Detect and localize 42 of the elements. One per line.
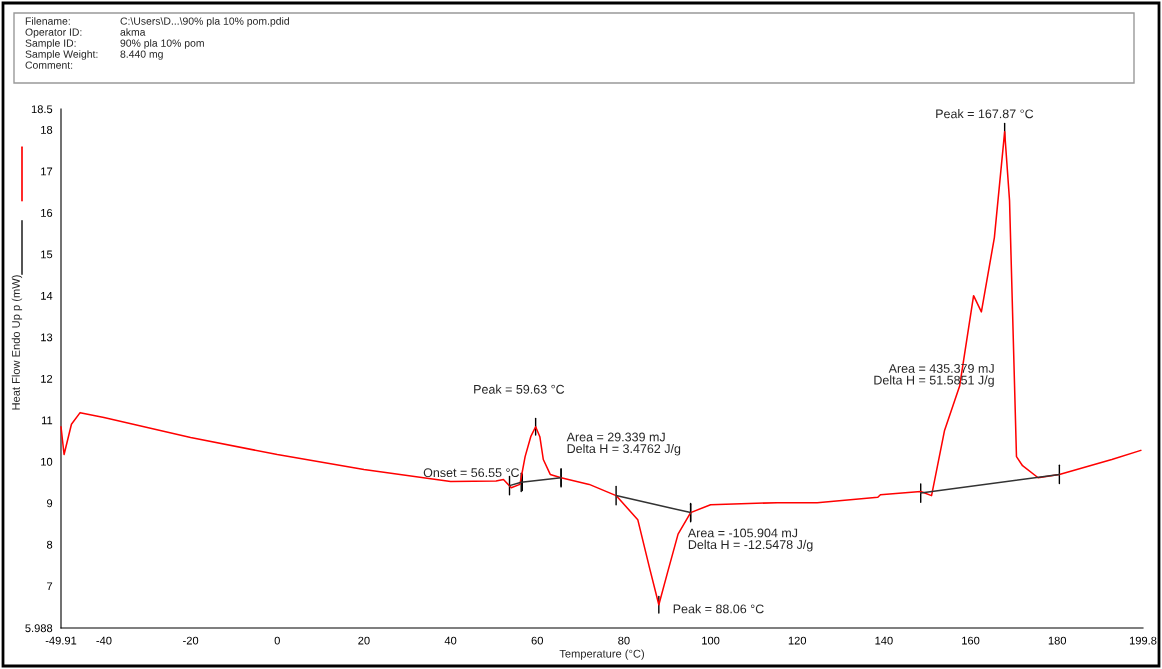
annotation: Area = -105.904 mJ Delta H = -12.5478 J/g — [687, 528, 813, 552]
y-tick-label: 18 — [41, 126, 53, 134]
text: Filename: C:\Users\D...\90% pla 10% pom.pdid — [25, 17, 289, 27]
annotation: Peak = 59.63 °C — [474, 384, 565, 394]
x-tick-label: 199.8 — [1129, 636, 1157, 645]
y-tick-label: 16 — [41, 208, 53, 217]
y-tick-label: 10 — [41, 457, 53, 466]
x-tick-label: -49.91 — [45, 636, 77, 645]
y-tick-label: 13 — [41, 333, 53, 342]
line-series — [60, 131, 1142, 606]
annotation: Onset = 56.55 °C — [423, 468, 520, 478]
x-tick-label: 180 — [1048, 636, 1067, 645]
x-tick-label: -40 — [96, 636, 112, 645]
y-tick-label: 17 — [41, 167, 53, 176]
y-tick-label: 18.5 — [31, 105, 53, 114]
x-tick-label: 160 — [962, 636, 980, 645]
x-tick-label: 20 — [358, 636, 370, 645]
x-tick-label: 120 — [788, 636, 807, 645]
annotation: Peak = 88.06 °C — [673, 604, 764, 614]
x-tick-label: -20 — [183, 636, 199, 645]
y-axis-title: Heat Flow Endo Up p (mW) — [11, 275, 23, 410]
x-tick-label: 100 — [702, 636, 720, 645]
x-tick-label: 60 — [531, 636, 543, 645]
x-tick-label: 140 — [875, 636, 893, 645]
annotation: Peak = 167.87 °C — [936, 109, 1034, 119]
x-tick-label: 40 — [444, 636, 457, 645]
text: Comment: — [25, 61, 73, 69]
y-tick-label: 9 — [47, 499, 53, 508]
y-tick-label: 5.988 — [25, 624, 53, 633]
text: Sample ID: 90% pla 10% pom — [25, 39, 204, 49]
y-tick-label: 12 — [41, 374, 53, 383]
y-tick-label: 8 — [46, 540, 53, 549]
x-tick-label: 80 — [618, 636, 630, 645]
y-tick-label: 14 — [41, 292, 53, 300]
text: Operator ID: akma — [25, 28, 146, 38]
y-tick-label: 11 — [41, 416, 53, 425]
x-axis-title: Temperature (°C) — [559, 649, 644, 660]
y-tick-label: 15 — [41, 250, 53, 259]
x-tick-label: 0 — [274, 636, 280, 645]
y-tick-label: 7 — [47, 582, 53, 591]
text: Sample Weight: 8.440 mg — [25, 50, 163, 60]
annotation: Area = 29.339 mJ Delta H = 3.4762 J/g — [566, 432, 681, 456]
